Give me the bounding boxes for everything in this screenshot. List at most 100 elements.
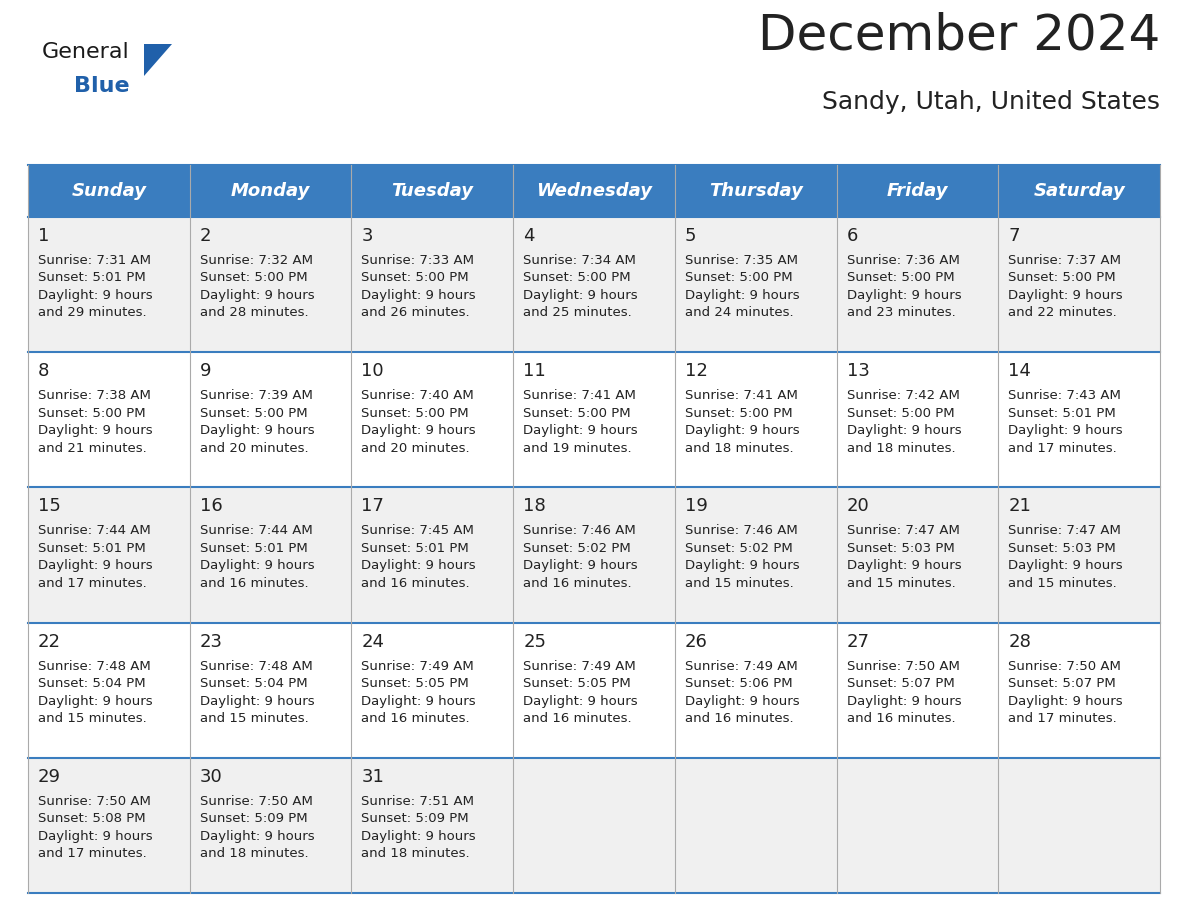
Text: Sunset: 5:05 PM: Sunset: 5:05 PM: [523, 677, 631, 690]
Bar: [29, 165, 1159, 217]
Text: and 15 minutes.: and 15 minutes.: [847, 577, 955, 590]
Text: Sunrise: 7:38 AM: Sunrise: 7:38 AM: [38, 389, 151, 402]
Text: 4: 4: [523, 227, 535, 245]
Text: Sunset: 5:09 PM: Sunset: 5:09 PM: [200, 812, 308, 825]
Text: and 26 minutes.: and 26 minutes.: [361, 307, 470, 319]
Text: and 17 minutes.: and 17 minutes.: [38, 847, 147, 860]
Text: and 18 minutes.: and 18 minutes.: [847, 442, 955, 454]
Text: Sunset: 5:00 PM: Sunset: 5:00 PM: [200, 407, 308, 420]
Text: 20: 20: [847, 498, 870, 515]
Text: and 18 minutes.: and 18 minutes.: [684, 442, 794, 454]
Text: 24: 24: [361, 633, 385, 651]
Text: Sunset: 5:01 PM: Sunset: 5:01 PM: [38, 542, 146, 554]
Text: Sunrise: 7:45 AM: Sunrise: 7:45 AM: [361, 524, 474, 537]
Text: and 15 minutes.: and 15 minutes.: [1009, 577, 1117, 590]
Text: Sunrise: 7:49 AM: Sunrise: 7:49 AM: [684, 660, 797, 673]
Text: Daylight: 9 hours: Daylight: 9 hours: [1009, 695, 1123, 708]
Text: Sunset: 5:01 PM: Sunset: 5:01 PM: [361, 542, 469, 554]
Text: Sunrise: 7:51 AM: Sunrise: 7:51 AM: [361, 795, 474, 808]
Text: 26: 26: [684, 633, 708, 651]
Text: and 16 minutes.: and 16 minutes.: [523, 577, 632, 590]
Text: and 21 minutes.: and 21 minutes.: [38, 442, 147, 454]
Text: Sunrise: 7:39 AM: Sunrise: 7:39 AM: [200, 389, 312, 402]
Text: Sunrise: 7:47 AM: Sunrise: 7:47 AM: [847, 524, 960, 537]
Text: Sunrise: 7:34 AM: Sunrise: 7:34 AM: [523, 254, 636, 267]
Bar: [29, 353, 1159, 487]
Text: Sunset: 5:03 PM: Sunset: 5:03 PM: [847, 542, 954, 554]
Text: Sunset: 5:05 PM: Sunset: 5:05 PM: [361, 677, 469, 690]
Text: and 17 minutes.: and 17 minutes.: [38, 577, 147, 590]
Text: December 2024: December 2024: [758, 12, 1159, 60]
Text: Sandy, Utah, United States: Sandy, Utah, United States: [822, 90, 1159, 114]
Text: Sunrise: 7:43 AM: Sunrise: 7:43 AM: [1009, 389, 1121, 402]
Text: and 20 minutes.: and 20 minutes.: [361, 442, 470, 454]
Text: Daylight: 9 hours: Daylight: 9 hours: [200, 830, 315, 843]
Text: and 29 minutes.: and 29 minutes.: [38, 307, 146, 319]
Text: and 19 minutes.: and 19 minutes.: [523, 442, 632, 454]
Text: and 16 minutes.: and 16 minutes.: [523, 712, 632, 725]
Text: Sunset: 5:06 PM: Sunset: 5:06 PM: [684, 677, 792, 690]
Text: Daylight: 9 hours: Daylight: 9 hours: [200, 289, 315, 302]
Text: Daylight: 9 hours: Daylight: 9 hours: [523, 559, 638, 573]
Text: Tuesday: Tuesday: [391, 182, 473, 200]
Text: Daylight: 9 hours: Daylight: 9 hours: [1009, 559, 1123, 573]
Text: Daylight: 9 hours: Daylight: 9 hours: [684, 695, 800, 708]
Text: Daylight: 9 hours: Daylight: 9 hours: [361, 559, 476, 573]
Text: Daylight: 9 hours: Daylight: 9 hours: [523, 424, 638, 437]
Bar: [29, 622, 1159, 757]
Text: Saturday: Saturday: [1034, 182, 1125, 200]
Text: 16: 16: [200, 498, 222, 515]
Text: Blue: Blue: [74, 76, 129, 96]
Text: Sunset: 5:00 PM: Sunset: 5:00 PM: [38, 407, 146, 420]
Text: Daylight: 9 hours: Daylight: 9 hours: [361, 424, 476, 437]
Text: 10: 10: [361, 363, 384, 380]
Text: Sunset: 5:00 PM: Sunset: 5:00 PM: [361, 272, 469, 285]
Text: Sunset: 5:00 PM: Sunset: 5:00 PM: [684, 407, 792, 420]
Text: and 16 minutes.: and 16 minutes.: [361, 577, 470, 590]
Text: Sunrise: 7:42 AM: Sunrise: 7:42 AM: [847, 389, 960, 402]
Text: Daylight: 9 hours: Daylight: 9 hours: [38, 559, 152, 573]
Text: Wednesday: Wednesday: [536, 182, 652, 200]
Text: Sunrise: 7:37 AM: Sunrise: 7:37 AM: [1009, 254, 1121, 267]
Text: Sunset: 5:00 PM: Sunset: 5:00 PM: [684, 272, 792, 285]
Text: Daylight: 9 hours: Daylight: 9 hours: [200, 559, 315, 573]
Text: Sunrise: 7:50 AM: Sunrise: 7:50 AM: [38, 795, 151, 808]
Text: Sunrise: 7:32 AM: Sunrise: 7:32 AM: [200, 254, 312, 267]
Text: Sunrise: 7:41 AM: Sunrise: 7:41 AM: [684, 389, 797, 402]
Text: Sunrise: 7:50 AM: Sunrise: 7:50 AM: [200, 795, 312, 808]
Text: Daylight: 9 hours: Daylight: 9 hours: [200, 695, 315, 708]
Text: Sunrise: 7:50 AM: Sunrise: 7:50 AM: [1009, 660, 1121, 673]
Text: Daylight: 9 hours: Daylight: 9 hours: [361, 830, 476, 843]
Text: and 15 minutes.: and 15 minutes.: [684, 577, 794, 590]
Text: Sunrise: 7:47 AM: Sunrise: 7:47 AM: [1009, 524, 1121, 537]
Text: Sunrise: 7:35 AM: Sunrise: 7:35 AM: [684, 254, 798, 267]
Text: Sunrise: 7:49 AM: Sunrise: 7:49 AM: [523, 660, 636, 673]
Polygon shape: [144, 44, 172, 76]
Text: 27: 27: [847, 633, 870, 651]
Text: 9: 9: [200, 363, 211, 380]
Text: Sunset: 5:09 PM: Sunset: 5:09 PM: [361, 812, 469, 825]
Text: Daylight: 9 hours: Daylight: 9 hours: [1009, 424, 1123, 437]
Text: and 15 minutes.: and 15 minutes.: [38, 712, 147, 725]
Text: and 28 minutes.: and 28 minutes.: [200, 307, 309, 319]
Text: Daylight: 9 hours: Daylight: 9 hours: [847, 695, 961, 708]
Text: Daylight: 9 hours: Daylight: 9 hours: [38, 424, 152, 437]
Text: Sunset: 5:04 PM: Sunset: 5:04 PM: [38, 677, 146, 690]
Bar: [29, 757, 1159, 893]
Text: Sunset: 5:00 PM: Sunset: 5:00 PM: [523, 272, 631, 285]
Text: Friday: Friday: [886, 182, 948, 200]
Text: Sunrise: 7:46 AM: Sunrise: 7:46 AM: [523, 524, 636, 537]
Text: Daylight: 9 hours: Daylight: 9 hours: [38, 830, 152, 843]
Text: 12: 12: [684, 363, 708, 380]
Text: and 24 minutes.: and 24 minutes.: [684, 307, 794, 319]
Text: General: General: [42, 42, 129, 62]
Text: 23: 23: [200, 633, 222, 651]
Text: 1: 1: [38, 227, 50, 245]
Text: Sunrise: 7:41 AM: Sunrise: 7:41 AM: [523, 389, 636, 402]
Text: and 16 minutes.: and 16 minutes.: [684, 712, 794, 725]
Text: 11: 11: [523, 363, 546, 380]
Text: Daylight: 9 hours: Daylight: 9 hours: [361, 695, 476, 708]
Text: and 16 minutes.: and 16 minutes.: [200, 577, 309, 590]
Text: 14: 14: [1009, 363, 1031, 380]
Bar: [29, 487, 1159, 622]
